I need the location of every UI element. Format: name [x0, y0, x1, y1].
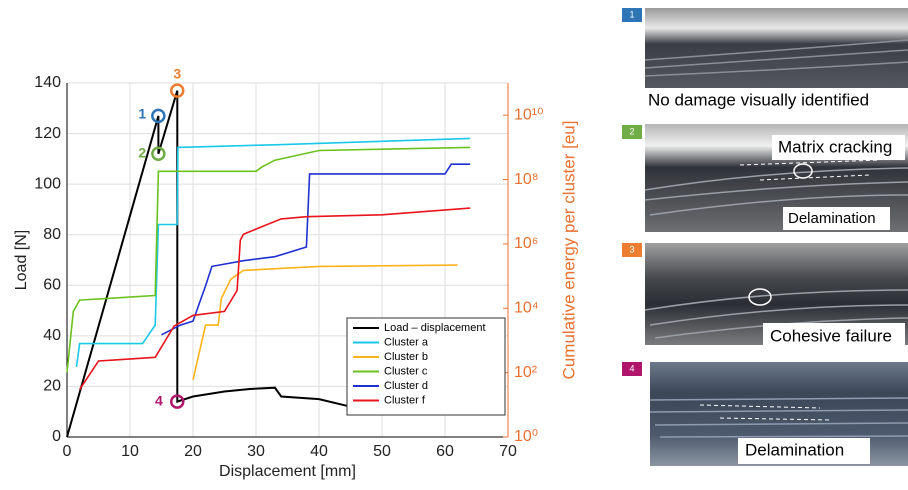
annotation-marker: [151, 146, 166, 162]
photo: [645, 8, 908, 88]
badge-label: 1: [629, 9, 634, 19]
legend-label: Cluster b: [384, 351, 428, 363]
legend-label: Cluster a: [384, 336, 429, 348]
legend-label: Cluster d: [384, 380, 428, 392]
badge-label: 2: [629, 126, 634, 136]
y-tick-label: 100: [34, 175, 61, 192]
badge: [622, 243, 642, 257]
caption: Delamination: [788, 210, 876, 227]
annotation-marker: [170, 83, 185, 98]
x-tick-label: 10: [121, 443, 139, 460]
x-tick-label: 50: [373, 443, 391, 460]
legend-box: [346, 317, 506, 416]
badge: [622, 8, 642, 22]
crack-trace: [699, 404, 831, 421]
legend-label: Cluster f: [384, 394, 426, 406]
caption: Cohesive failure: [770, 326, 892, 345]
photo-layers: [644, 167, 908, 216]
y-tick-label: 80: [43, 226, 61, 243]
crack-trace: [739, 159, 881, 181]
highlight: [748, 288, 772, 306]
chart: 0 10 20 30 40 50 60 70 0 20 40 60 80 100 120 140 10⁰ 10² 1…: [13, 65, 578, 480]
y2-tick-label: 10⁰: [514, 428, 538, 445]
y2-tick-label: 10⁶: [514, 235, 538, 252]
annotation-label: 4: [155, 392, 163, 408]
caption-box: [783, 207, 890, 230]
caption-box: [645, 88, 908, 112]
annotation-marker: [151, 108, 166, 124]
x-tick-label: 0: [63, 443, 72, 460]
series-line: [66, 90, 351, 438]
y2-tick-label: 10²: [514, 364, 538, 381]
x-tick-label: 20: [184, 443, 202, 460]
x-tick-label: 70: [499, 443, 517, 460]
caption: Matrix cracking: [778, 137, 892, 156]
badge-label: 3: [629, 244, 634, 254]
photo-layers: [649, 397, 908, 438]
y-tick-label: 120: [34, 125, 61, 142]
series-line: [78, 207, 471, 390]
annotation-label: 2: [138, 145, 146, 161]
y-tick-label: 60: [43, 277, 61, 294]
y2-tick-label: 10⁸: [514, 171, 539, 188]
caption-box: [738, 438, 870, 464]
series-line: [192, 264, 458, 380]
y-tick-label: 140: [34, 74, 61, 91]
badge: [622, 125, 642, 139]
y-axis-title: Load [N]: [13, 230, 30, 290]
x-tick-label: 60: [436, 443, 454, 460]
annotation-label: 3: [173, 65, 181, 81]
caption-box: [772, 135, 905, 160]
photo-layers: [644, 39, 908, 77]
series-line: [161, 163, 471, 336]
series-line: [66, 146, 471, 373]
x-tick-label: 30: [247, 443, 265, 460]
panels: 1 No damage visually identified 2 Matrix…: [622, 8, 908, 466]
annotation-label: 1: [138, 106, 146, 122]
y2-tick-label: 10⁴: [514, 299, 539, 316]
caption: No damage visually identified: [648, 90, 869, 109]
legend-label: Load – displacement: [384, 322, 486, 334]
x-axis-title: Displacement [mm]: [219, 463, 356, 480]
y-tick-label: 0: [52, 428, 61, 445]
y2-axis-title: Cumulative energy per cluster [eu]: [559, 121, 578, 380]
caption-box: [763, 323, 905, 350]
caption: Delamination: [745, 440, 844, 459]
x-tick-label: 40: [310, 443, 328, 460]
annotation-marker: [170, 394, 185, 409]
badge: [622, 362, 642, 376]
legend-label: Cluster c: [384, 365, 428, 377]
y-tick-label: 40: [43, 327, 61, 344]
badge-label: 4: [629, 363, 634, 373]
y2-tick-label: 10¹⁰: [514, 106, 544, 123]
series-line: [75, 137, 471, 368]
highlight: [793, 163, 813, 179]
y-tick-label: 20: [43, 378, 61, 395]
